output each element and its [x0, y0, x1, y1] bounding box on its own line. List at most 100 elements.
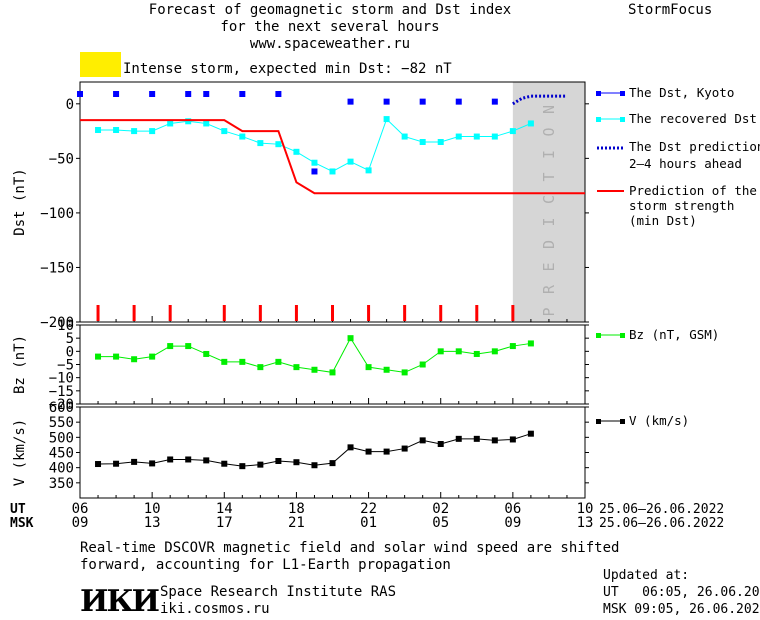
- dst-ylabel: Dst (nT): [12, 168, 28, 235]
- msk-tick-label: 13: [577, 515, 594, 531]
- dst-series-1-point: [293, 148, 300, 155]
- dst-ytick-label: −200: [40, 315, 74, 331]
- v-series-0-point: [95, 461, 102, 468]
- v-ytick-label: 350: [49, 476, 74, 492]
- dst-series-1-point: [275, 141, 282, 148]
- msk-tick-label: 21: [288, 515, 305, 531]
- v-series-0-point: [113, 460, 120, 467]
- dst-ytick-label: −150: [40, 260, 74, 276]
- updated-ut: UT 06:05, 26.06.2022: [603, 585, 760, 600]
- bz-series-0-point: [401, 369, 408, 376]
- v-series-0-point: [401, 445, 408, 452]
- v-series-0-point: [131, 458, 138, 465]
- bz-series-0-point: [419, 361, 426, 368]
- v-series-0-point: [473, 435, 480, 442]
- ut-tick-label: 10: [144, 501, 161, 517]
- institute-info: Space Research Institute RAS iki.cosmos.…: [160, 584, 396, 618]
- bz-series-0-point: [131, 356, 138, 363]
- bz-ytick-label: −15: [49, 384, 74, 400]
- dst-series-1-point: [383, 116, 390, 123]
- updated-info: Updated at: UT 06:05, 26.06.2022 MSK 09:…: [603, 567, 760, 618]
- dst-series-0-point: [149, 91, 156, 97]
- v-series-0-point: [347, 444, 354, 451]
- v-series-0-point: [149, 460, 156, 467]
- bz-frame: [79, 324, 586, 405]
- dst-series-1-point: [491, 133, 498, 140]
- dst-series-0-point: [203, 91, 210, 97]
- dst-series-1-point: [473, 133, 480, 140]
- bz-series-0-point: [203, 350, 210, 357]
- footer-note-line-1: Real-time DSCOVR magnetic field and sola…: [80, 540, 620, 556]
- dst-series-3-line: [80, 119, 585, 195]
- legend-item-storm-strength: Prediction of the storm strength (min Ds…: [597, 183, 757, 228]
- bz-ytick-label: −10: [49, 371, 74, 387]
- bz-series-0-point: [221, 358, 228, 365]
- bz-series-0-point: [185, 343, 192, 350]
- v-series-0-line: [98, 433, 532, 467]
- dst-series-1-point: [185, 118, 192, 125]
- bz-series-0-point: [149, 353, 156, 360]
- legend-label-bz: Bz (nT, GSM): [629, 327, 719, 342]
- institute-website[interactable]: iki.cosmos.ru: [160, 601, 270, 617]
- bz-series-0-point: [509, 343, 516, 350]
- title-line-2: for the next several hours: [220, 19, 440, 35]
- ut-tick-label: 02: [432, 501, 449, 517]
- legend-label-dst-prediction-1: The Dst prediction: [629, 139, 760, 154]
- bz-series-0-point: [473, 350, 480, 357]
- dst-series-1-point: [455, 133, 462, 140]
- msk-tick-label: 01: [360, 515, 377, 531]
- title-line-1: Forecast of geomagnetic storm and Dst in…: [148, 2, 512, 18]
- dst-series-1-point: [113, 127, 120, 133]
- v-series-0-point: [275, 457, 282, 464]
- v-series-0-point: [509, 436, 516, 443]
- dst-series-0-point: [113, 91, 120, 97]
- dst-series-1-point: [239, 133, 246, 140]
- prediction-letter: R: [540, 284, 558, 294]
- v-ylabel: V (km/s): [12, 419, 28, 486]
- bz-ytick-label: 10: [57, 318, 74, 334]
- storm-level-swatch: [80, 52, 121, 77]
- dst-series-1-point: [311, 159, 318, 166]
- v-ytick-label: 450: [49, 446, 74, 462]
- dst-series-1-point: [347, 158, 354, 165]
- dst-series-0-point: [311, 168, 318, 175]
- prediction-letter: P: [540, 307, 558, 316]
- iki-logo: ИКИ: [80, 584, 160, 619]
- v-ytick-label: 400: [49, 461, 74, 477]
- title-line-3: www.spaceweather.ru: [249, 36, 411, 52]
- legend-label-v: V (km/s): [629, 413, 689, 428]
- v-series-0-point: [329, 460, 336, 467]
- prediction-letter: O: [540, 127, 558, 136]
- bz-series-0-point: [329, 369, 336, 376]
- legend-label-dst-prediction-2: 2–4 hours ahead: [629, 156, 742, 171]
- ut-tick-label: 06: [72, 501, 89, 517]
- msk-axis-label: MSK: [10, 516, 34, 531]
- prediction-letter: I: [540, 150, 558, 159]
- dst-series-1-point: [527, 120, 534, 127]
- footer-note: Real-time DSCOVR magnetic field and sola…: [80, 540, 619, 574]
- bz-series-0-point: [365, 364, 372, 371]
- v-ytick-label: 500: [49, 430, 74, 446]
- dst-series-1-point: [329, 168, 336, 175]
- legend-item-bz: Bz (nT, GSM): [596, 327, 719, 342]
- msk-tick-label: 05: [432, 515, 449, 531]
- v-series-0-point: [383, 448, 390, 455]
- institute-name: Space Research Institute RAS: [160, 584, 397, 600]
- v-series-0-point: [293, 459, 300, 466]
- bz-series-0-point: [113, 353, 120, 360]
- bz-ytick-label: −20: [49, 397, 74, 413]
- ut-tick-label: 10: [577, 501, 594, 517]
- dst-series-1-point: [167, 120, 174, 127]
- dst-series-0-point: [455, 98, 462, 105]
- dst-series-1-point: [401, 133, 408, 140]
- dst-series-0-point: [239, 91, 246, 97]
- dst-series-1-point: [131, 128, 138, 135]
- bz-series-0-point: [347, 335, 354, 342]
- v-ytick-label: 600: [49, 400, 74, 416]
- v-frame: [79, 406, 586, 499]
- bz-series-0-point: [491, 348, 498, 355]
- v-series-0-point: [527, 430, 534, 437]
- dst-series-0-point: [347, 98, 354, 105]
- bz-series-0-point: [455, 348, 462, 355]
